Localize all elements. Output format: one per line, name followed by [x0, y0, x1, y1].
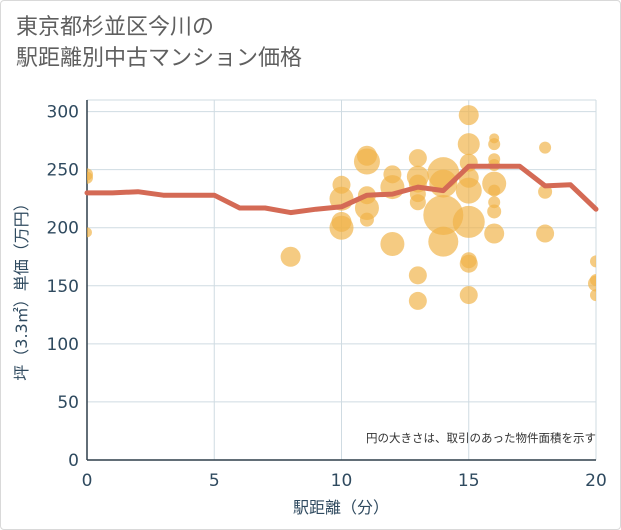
chart-title-line1: 東京都杉並区今川の	[16, 15, 215, 40]
chart-title: 東京都杉並区今川の 駅距離別中古マンション価格	[16, 12, 302, 74]
x-axis-label: 駅距離（分）	[293, 498, 389, 517]
data-point	[380, 232, 405, 256]
y-tick-label: 150	[47, 277, 79, 297]
y-tick-label: 100	[47, 335, 79, 355]
data-point	[459, 254, 478, 273]
data-point	[87, 171, 93, 184]
data-point	[484, 223, 505, 244]
data-point	[428, 226, 459, 257]
data-point	[482, 171, 507, 196]
x-tick-label: 0	[82, 471, 93, 491]
data-point	[280, 246, 301, 267]
data-point	[588, 275, 596, 292]
data-point	[354, 196, 379, 220]
data-point	[458, 105, 479, 126]
y-tick-label: 0	[68, 451, 79, 471]
x-tick-label: 15	[458, 471, 480, 491]
x-tick-label: 5	[209, 471, 220, 491]
data-point	[488, 138, 501, 151]
data-point	[590, 289, 596, 302]
data-point	[590, 255, 596, 268]
data-point	[457, 133, 480, 156]
data-point	[87, 227, 92, 238]
data-point	[353, 148, 380, 175]
y-axis-label: 坪（3.3㎡）単価（万円）	[12, 195, 31, 380]
trend-layer	[84, 163, 599, 216]
data-point	[459, 286, 478, 305]
data-point	[408, 291, 427, 310]
data-point	[452, 205, 485, 238]
tick-layer: 0 50 100 150 200 250 300 0 5 10 15 20	[47, 103, 607, 491]
x-tick-label: 20	[585, 471, 607, 491]
size-note: 円の大きさは、取引のあった物件面積を示す	[366, 431, 596, 445]
data-point	[488, 184, 501, 197]
chart-title-line2: 駅距離別中古マンション価格	[16, 46, 303, 71]
data-point	[409, 194, 426, 211]
average-price-line	[84, 163, 599, 216]
data-point	[359, 212, 374, 227]
data-point	[487, 204, 502, 219]
bubble-layer	[87, 105, 596, 310]
y-tick-label: 50	[57, 393, 79, 413]
data-point	[536, 224, 555, 243]
y-tick-label: 200	[47, 219, 79, 239]
data-point	[329, 215, 354, 240]
data-point	[455, 177, 482, 204]
grid	[86, 99, 597, 461]
x-tick-label: 10	[331, 471, 353, 491]
y-tick-label: 250	[47, 161, 79, 181]
y-tick-label: 300	[47, 103, 79, 123]
data-point	[408, 266, 427, 285]
data-point	[408, 149, 427, 168]
data-point	[539, 141, 552, 154]
